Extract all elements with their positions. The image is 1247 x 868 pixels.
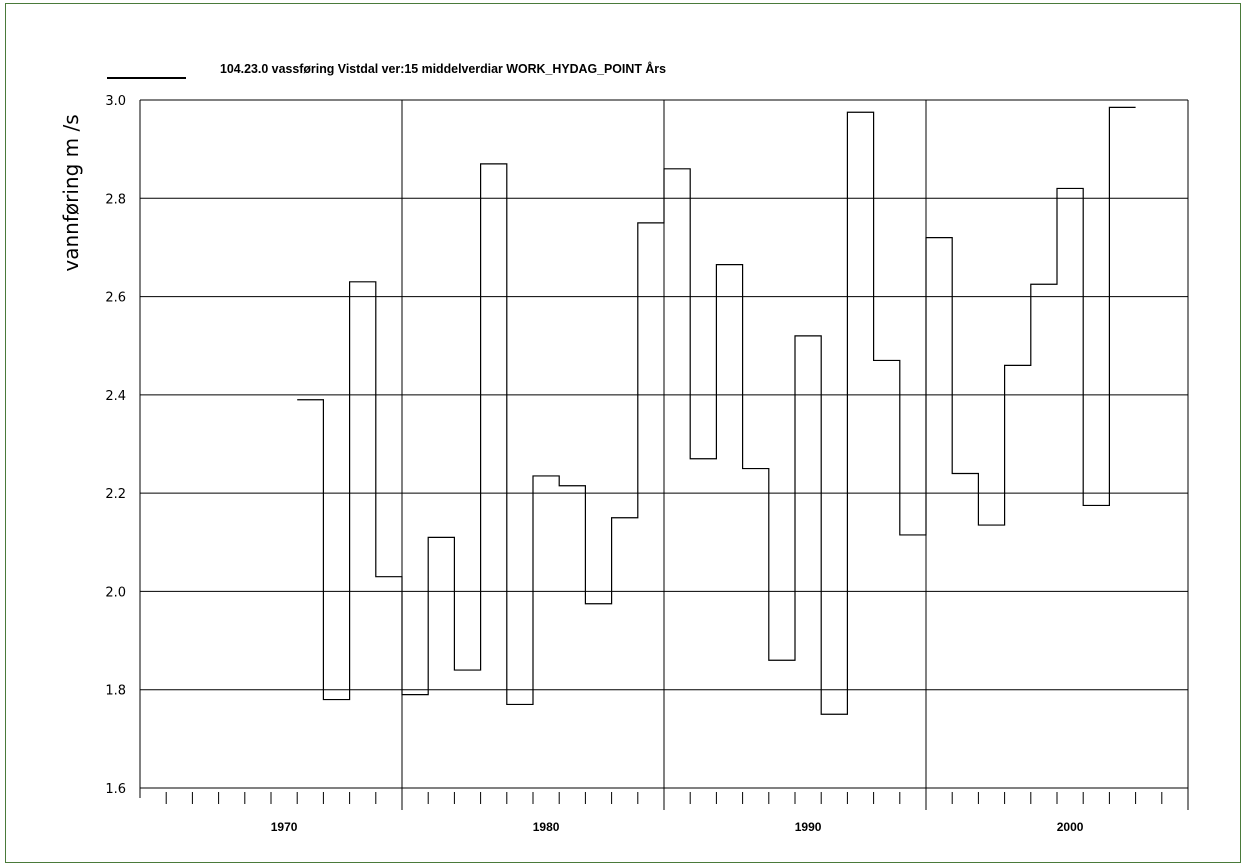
x-tick-label: 1970 — [271, 820, 298, 834]
x-tick-label: 1990 — [795, 820, 822, 834]
y-tick-label: 1.6 — [105, 782, 126, 797]
y-tick-label: 2.2 — [105, 487, 126, 502]
chart-title: 104.23.0 vassføring Vistdal ver:15 midde… — [220, 61, 666, 76]
y-tick-label: 2.4 — [105, 389, 126, 404]
y-axis-label: vannføring m /s — [59, 114, 83, 271]
y-tick-label: 2.8 — [105, 192, 126, 207]
x-tick-label: 2000 — [1057, 820, 1084, 834]
y-tick-labels: 1.6 1.8 2.0 2.2 2.4 2.6 2.8 3.0 — [105, 94, 126, 797]
x-tick-labels: 1970 1980 1990 2000 — [271, 820, 1084, 834]
x-tick-label: 1980 — [533, 820, 560, 834]
series-line — [297, 106, 1136, 715]
chart-frame — [5, 3, 1241, 863]
y-tick-label: 1.8 — [105, 684, 126, 699]
axis-ticks — [165, 792, 1163, 804]
y-tick-label: 3.0 — [105, 94, 126, 109]
series-steps — [297, 106, 1136, 715]
y-tick-label: 2.6 — [105, 291, 126, 306]
y-tick-label: 2.0 — [105, 585, 126, 600]
